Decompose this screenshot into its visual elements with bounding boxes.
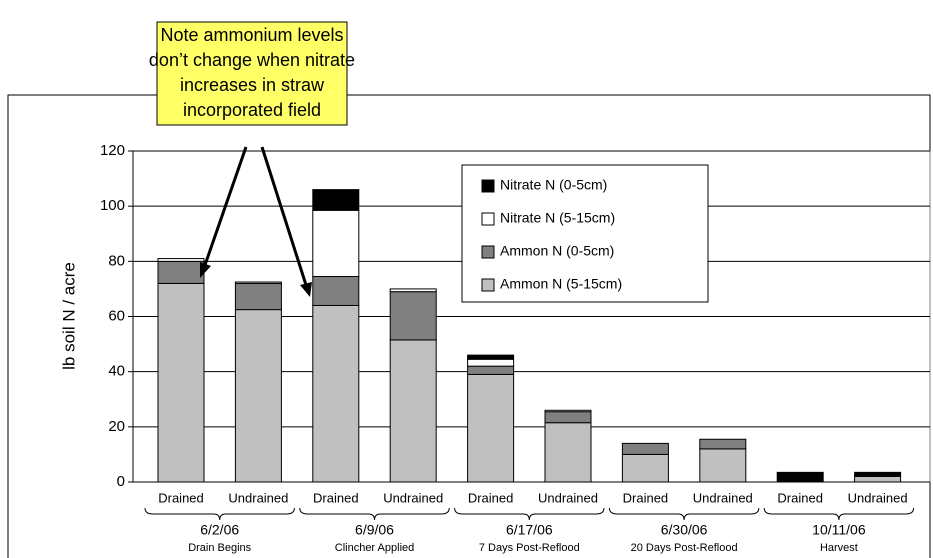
group-sublabel: 20 Days Post-Reflood xyxy=(631,542,738,554)
annotation-line: increases in straw xyxy=(180,75,325,95)
x-tick-label: Drained xyxy=(313,490,359,505)
bar-segment xyxy=(157,258,205,262)
group-sublabel: Harvest xyxy=(820,542,858,554)
legend-swatch xyxy=(481,245,495,259)
x-tick-label: Undrained xyxy=(383,490,443,505)
group-sublabel: Drain Begins xyxy=(188,542,251,554)
bar-segment xyxy=(467,358,515,367)
legend-label: Nitrate N (5-15cm) xyxy=(500,210,615,226)
x-tick-label: Undrained xyxy=(848,490,908,505)
x-tick-label: Undrained xyxy=(693,490,753,505)
group-brace xyxy=(608,507,760,521)
bar-segment xyxy=(467,365,515,375)
x-tick-label: Drained xyxy=(158,490,204,505)
group-label: 6/2/06 xyxy=(200,522,239,538)
bar-segment xyxy=(157,282,205,483)
group-brace xyxy=(299,507,450,521)
y-tick-label: 80 xyxy=(108,252,125,269)
y-axis-label: lb soil N / acre xyxy=(59,262,78,370)
group-label: 10/11/06 xyxy=(812,522,866,538)
y-tick-label: 40 xyxy=(108,363,125,380)
bar-segment xyxy=(312,304,360,483)
bar-segment xyxy=(157,260,205,284)
y-tick-label: 120 xyxy=(100,142,125,159)
bar-segment xyxy=(312,276,360,306)
arrow-head xyxy=(300,282,312,297)
bar-segment xyxy=(776,471,824,483)
group-label: 6/30/06 xyxy=(661,522,708,538)
bar-segment xyxy=(312,189,360,211)
bar-segment xyxy=(854,471,902,477)
annotation-line: incorporated field xyxy=(183,100,321,120)
x-tick-label: Drained xyxy=(468,490,514,505)
annotation-line: don’t change when nitrate xyxy=(149,50,355,70)
bar-segment xyxy=(234,281,282,284)
group-label: 6/9/06 xyxy=(355,522,394,538)
bar-segment xyxy=(467,373,515,483)
bar-segment xyxy=(389,339,437,483)
legend-swatch xyxy=(481,179,495,193)
y-tick-label: 100 xyxy=(100,197,125,214)
legend-swatch xyxy=(481,212,495,226)
arrows xyxy=(203,146,308,286)
group-brace xyxy=(144,507,295,521)
group-label: 6/17/06 xyxy=(506,522,553,538)
bar-segment xyxy=(467,354,515,360)
bar-segment xyxy=(389,291,437,341)
annotation-line: Note ammonium levels xyxy=(160,25,343,45)
y-tick-label: 20 xyxy=(108,418,125,435)
bar-segment xyxy=(389,288,437,293)
bar-segment xyxy=(544,409,592,413)
bar-segment xyxy=(854,475,902,483)
group-brace xyxy=(454,507,605,521)
bar-segment xyxy=(699,448,747,483)
bar-segment xyxy=(312,209,360,278)
y-tick-label: 60 xyxy=(108,307,125,324)
legend xyxy=(461,164,709,303)
bar-segment xyxy=(544,422,592,483)
bar-segment xyxy=(234,282,282,311)
legend-label: Nitrate N (0-5cm) xyxy=(500,177,607,193)
arrow-head xyxy=(200,262,211,278)
bar-segment xyxy=(699,438,747,450)
bar-segment xyxy=(234,309,282,483)
group-sublabel: Clincher Applied xyxy=(335,542,415,554)
x-tick-label: Undrained xyxy=(228,490,288,505)
x-tick-label: Undrained xyxy=(538,490,598,505)
y-tick-label: 0 xyxy=(117,473,125,490)
x-tick-label: Drained xyxy=(623,490,669,505)
group-brace xyxy=(763,507,915,521)
x-tick-label: Drained xyxy=(777,490,823,505)
legend-label: Ammon N (5-15cm) xyxy=(500,276,622,292)
callout xyxy=(156,21,348,126)
bar-segment xyxy=(621,442,669,455)
bar-segment xyxy=(544,411,592,424)
bar-segment xyxy=(621,453,669,483)
group-sublabel: 7 Days Post-Reflood xyxy=(479,542,580,554)
legend-swatch xyxy=(481,278,495,292)
legend-label: Ammon N (0-5cm) xyxy=(500,243,614,259)
